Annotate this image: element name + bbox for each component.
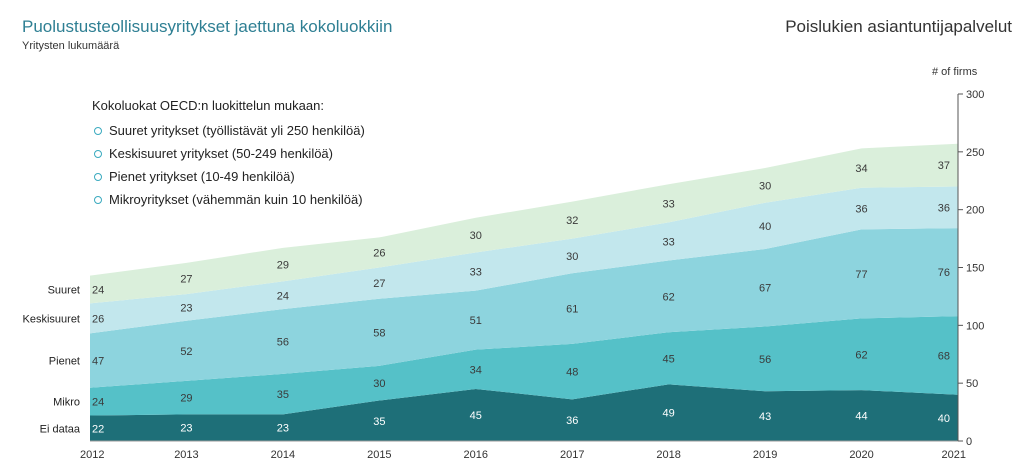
series-label-pienet: Pienet	[49, 356, 80, 368]
chart-title: Puolustusteollisuusyritykset jaettuna ko…	[22, 17, 393, 36]
data-label-pienet: 56	[277, 337, 289, 349]
data-label-suuret: 29	[277, 260, 289, 272]
data-label-mikro: 35	[277, 389, 289, 401]
y-tick-label: 300	[966, 89, 984, 101]
data-label-suuret: 27	[180, 273, 192, 285]
data-label-suuret: 32	[566, 215, 578, 227]
data-label-pienet: 77	[855, 269, 867, 281]
legend: Kokoluokat OECD:n luokittelun mukaan: Su…	[92, 98, 365, 211]
y-tick-label: 0	[966, 436, 972, 448]
legend-item-pienet: Pienet yritykset (10-49 henkilöä)	[92, 165, 365, 188]
data-label-suuret: 34	[855, 163, 867, 175]
y-tick-label: 150	[966, 263, 984, 275]
series-label-keskisuuret: Keskisuuret	[23, 313, 80, 325]
chart-subtitle: Yritysten lukumäärä	[22, 40, 120, 52]
x-tick-label: 2013	[174, 449, 198, 461]
y-axis-unit-label: # of firms	[932, 66, 978, 78]
data-label-ei-dataa: 44	[855, 411, 867, 423]
data-label-ei-dataa: 49	[663, 408, 675, 420]
data-label-ei-dataa: 23	[180, 423, 192, 435]
data-label-mikro: 34	[470, 364, 482, 376]
data-label-ei-dataa: 35	[373, 416, 385, 428]
data-label-keskisuuret: 26	[92, 313, 104, 325]
data-label-mikro: 29	[180, 393, 192, 405]
x-tick-label: 2019	[753, 449, 777, 461]
data-label-pienet: 47	[92, 356, 104, 368]
data-label-ei-dataa: 23	[277, 423, 289, 435]
legend-title: Kokoluokat OECD:n luokittelun mukaan:	[92, 98, 324, 113]
data-label-ei-dataa: 36	[566, 415, 578, 427]
data-label-keskisuuret: 36	[855, 204, 867, 216]
data-label-keskisuuret: 33	[663, 236, 675, 248]
legend-item-label: Mikroyritykset (vähemmän kuin 10 henkilö…	[109, 192, 363, 207]
data-label-pienet: 52	[180, 346, 192, 358]
x-tick-label: 2016	[464, 449, 488, 461]
data-label-pienet: 67	[759, 283, 771, 295]
y-tick-label: 250	[966, 147, 984, 159]
legend-item-keskisuuret: Keskisuuret yritykset (50-249 henkilöä)	[92, 142, 365, 165]
data-label-ei-dataa: 22	[92, 423, 104, 435]
data-label-mikro: 68	[938, 350, 950, 362]
data-label-suuret: 30	[759, 180, 771, 192]
data-label-ei-dataa: 45	[470, 410, 482, 422]
data-label-pienet: 58	[373, 327, 385, 339]
bullet-icon	[94, 149, 102, 158]
data-label-mikro: 45	[663, 353, 675, 365]
data-label-keskisuuret: 36	[938, 202, 950, 214]
data-label-mikro: 30	[373, 378, 385, 390]
bullet-icon	[94, 172, 102, 181]
x-tick-label: 2020	[849, 449, 873, 461]
data-label-keskisuuret: 33	[470, 267, 482, 279]
data-label-suuret: 24	[92, 284, 104, 296]
data-label-pienet: 61	[566, 304, 578, 316]
data-label-suuret: 26	[373, 247, 385, 259]
data-label-pienet: 62	[663, 291, 675, 303]
data-label-suuret: 30	[470, 230, 482, 242]
x-tick-label: 2017	[560, 449, 584, 461]
data-label-suuret: 33	[663, 198, 675, 210]
series-label-mikro: Mikro	[53, 397, 80, 409]
chart-right-title: Poislukien asiantuntijapalvelut	[785, 17, 1012, 36]
legend-item-label: Keskisuuret yritykset (50-249 henkilöä)	[109, 146, 333, 161]
legend-item-label: Pienet yritykset (10-49 henkilöä)	[109, 169, 295, 184]
data-label-keskisuuret: 23	[180, 302, 192, 314]
x-tick-label: 2018	[656, 449, 680, 461]
data-label-mikro: 48	[566, 367, 578, 379]
y-tick-label: 50	[966, 378, 978, 390]
series-label-ei-dataa: Ei dataa	[40, 423, 81, 435]
data-label-keskisuuret: 24	[277, 290, 289, 302]
legend-item-label: Suuret yritykset (työllistävät yli 250 h…	[109, 123, 365, 138]
legend-item-suuret: Suuret yritykset (työllistävät yli 250 h…	[92, 119, 365, 142]
data-label-mikro: 56	[759, 354, 771, 366]
data-label-mikro: 62	[855, 349, 867, 361]
bullet-icon	[94, 126, 102, 135]
area-suuret	[90, 143, 958, 304]
series-label-suuret: Suuret	[48, 284, 80, 296]
x-tick-label: 2014	[271, 449, 295, 461]
area-keskisuuret	[90, 186, 958, 334]
y-tick-label: 200	[966, 205, 984, 217]
bullet-icon	[94, 195, 102, 204]
data-label-mikro: 24	[92, 397, 104, 409]
data-label-ei-dataa: 43	[759, 411, 771, 423]
x-tick-label: 2021	[942, 449, 966, 461]
data-label-suuret: 37	[938, 160, 950, 172]
data-label-keskisuuret: 40	[759, 221, 771, 233]
data-label-pienet: 51	[470, 315, 482, 327]
data-label-keskisuuret: 30	[566, 251, 578, 263]
legend-item-mikro: Mikroyritykset (vähemmän kuin 10 henkilö…	[92, 188, 365, 211]
data-label-pienet: 76	[938, 267, 950, 279]
data-label-keskisuuret: 27	[373, 278, 385, 290]
area-ei-dataa	[90, 384, 958, 441]
y-tick-label: 100	[966, 320, 984, 332]
area-mikro	[90, 316, 958, 416]
x-tick-label: 2015	[367, 449, 391, 461]
area-pienet	[90, 228, 958, 388]
data-label-ei-dataa: 40	[938, 413, 950, 425]
x-tick-label: 2012	[80, 449, 104, 461]
